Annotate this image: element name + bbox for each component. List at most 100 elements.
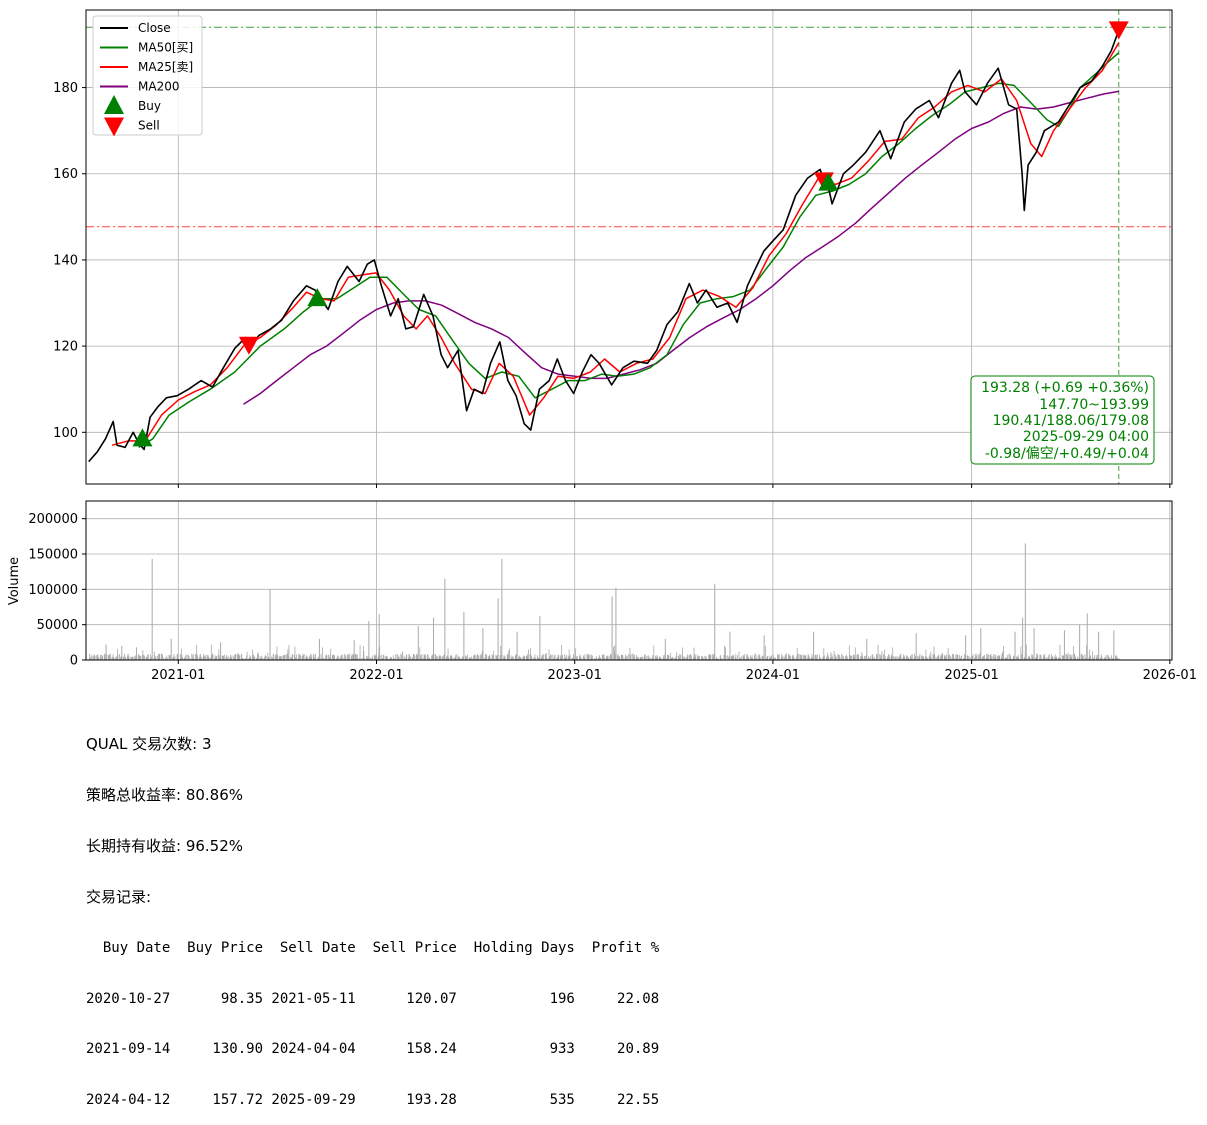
volume-bar — [674, 657, 675, 660]
volume-bar — [1086, 613, 1088, 660]
volume-bar — [831, 654, 833, 660]
volume-bar — [704, 656, 706, 660]
volume-bar — [1078, 658, 1079, 660]
volume-bar — [873, 656, 875, 660]
volume-bar — [457, 656, 459, 660]
volume-bar — [632, 653, 634, 660]
volume-bar — [930, 657, 932, 660]
volume-bar — [484, 657, 486, 660]
volume-bar — [345, 656, 347, 660]
volume-bar — [909, 656, 911, 660]
volume-bar — [442, 657, 444, 660]
buy-marker — [132, 428, 153, 447]
volume-bar — [386, 656, 388, 660]
volume-bar — [773, 658, 775, 660]
volume-bar — [891, 656, 893, 660]
volume-bar — [1082, 655, 1084, 660]
volume-bar — [325, 658, 327, 660]
volume-bar — [356, 657, 358, 660]
volume-bar — [846, 654, 847, 660]
volume-bar — [737, 655, 738, 660]
volume-bar — [596, 658, 598, 660]
volume-bar — [350, 656, 352, 660]
volume-bar — [667, 655, 669, 660]
volume-bar — [1100, 657, 1102, 660]
volume-bar — [385, 656, 386, 660]
volume-bar — [754, 658, 756, 660]
volume-bar — [128, 656, 130, 660]
volume-bar — [352, 654, 354, 660]
volume-bar — [820, 658, 822, 660]
volume-bar — [989, 655, 991, 660]
volume-bar — [792, 654, 794, 660]
volume-bar — [567, 656, 569, 660]
volume-bar — [311, 657, 313, 660]
volume-bar — [268, 657, 270, 660]
volume-bar — [680, 655, 681, 660]
volume-bar — [716, 658, 718, 660]
volume-bar — [326, 654, 327, 660]
volume-bar — [762, 656, 764, 660]
volume-bar — [488, 657, 490, 660]
volume-bar — [400, 653, 402, 660]
volume-bar — [1066, 657, 1068, 660]
volume-bar — [222, 656, 224, 660]
volume-bar — [1084, 654, 1086, 660]
volume-bar — [321, 658, 322, 660]
volume-bar — [411, 657, 413, 660]
volume-bar — [926, 657, 928, 660]
volume-bar — [104, 654, 106, 660]
volume-bar — [94, 655, 96, 660]
volume-bar — [428, 658, 429, 660]
volume-bar — [98, 656, 100, 660]
volume-bar — [157, 658, 159, 660]
volume-bar — [406, 654, 408, 660]
legend-label: Sell — [138, 119, 160, 133]
volume-bar — [823, 648, 825, 660]
legend-label: Buy — [138, 99, 161, 113]
volume-bar — [265, 656, 267, 660]
volume-bar — [444, 578, 446, 660]
volume-bar — [370, 658, 372, 660]
volume-bar — [543, 654, 545, 660]
volume-bar — [686, 656, 688, 660]
volume-bar — [421, 654, 423, 660]
volume-bar — [858, 658, 860, 660]
volume-bar — [698, 658, 700, 660]
volume-bar — [1000, 657, 1002, 660]
volume-bar — [702, 656, 704, 660]
volume-bar — [447, 648, 449, 660]
volume-bar — [775, 657, 776, 660]
volume-bar — [302, 656, 303, 660]
legend-swatch-sell — [104, 117, 124, 137]
volume-bar — [330, 648, 332, 660]
volume-bar — [211, 654, 213, 660]
volume-bar — [1090, 655, 1091, 660]
volume-bar — [606, 655, 607, 660]
volume-bar — [552, 654, 554, 660]
volume-bar — [178, 658, 180, 660]
volume-bar — [401, 658, 403, 660]
volume-bar — [1111, 658, 1113, 660]
volume-bar — [940, 656, 941, 660]
volume-bar — [94, 654, 95, 660]
volume-bar — [724, 654, 726, 660]
volume-bar — [819, 656, 821, 660]
volume-bar — [462, 656, 464, 660]
volume-bar — [853, 654, 855, 660]
volume-bar — [653, 645, 655, 660]
volume-bar — [560, 658, 562, 660]
volume-bar — [514, 658, 516, 660]
volume-bar — [705, 655, 707, 660]
volume-bar — [272, 657, 274, 660]
volume-bar — [957, 654, 959, 660]
volume-bar — [955, 654, 957, 660]
volume-bar — [263, 658, 265, 660]
volume-bar — [856, 654, 858, 660]
volume-bar — [972, 654, 974, 660]
volume-bar — [412, 654, 414, 660]
volume-bar — [261, 655, 263, 660]
volume-bar — [202, 656, 204, 660]
volume-bar — [227, 657, 228, 660]
volume-bar — [1044, 653, 1046, 660]
